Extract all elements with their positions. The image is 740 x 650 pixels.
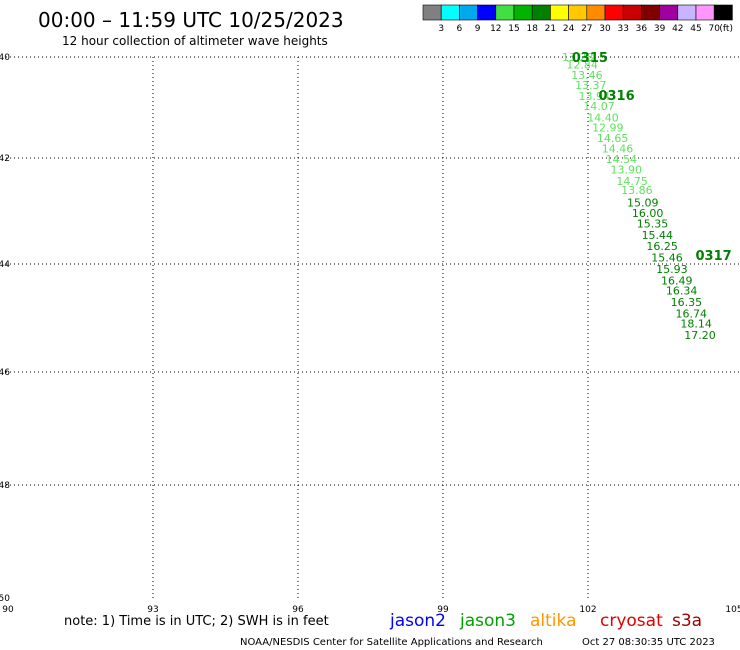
y-tick-label: -44 <box>0 260 10 270</box>
colorbar-label: 9 <box>475 24 481 34</box>
colorbar-swatch <box>695 4 715 21</box>
colorbar-label: 27 <box>581 24 592 34</box>
colorbar-swatch <box>677 4 697 21</box>
wave-height-label: 16.00 <box>632 207 664 220</box>
colorbar-label: 12 <box>490 24 501 34</box>
legend-cryosat: cryosat <box>600 611 663 631</box>
colorbar-swatch <box>422 4 442 21</box>
y-tick-label: -46 <box>0 368 10 378</box>
wave-height-label: 14.40 <box>587 112 619 125</box>
wave-height-label: 13.90 <box>611 164 643 177</box>
wave-height-label: 15.93 <box>656 263 688 276</box>
wave-height-label: 13.86 <box>621 184 653 197</box>
colorbar-label: 36 <box>636 24 648 34</box>
colorbar-swatch <box>495 4 515 21</box>
y-tick-label: -42 <box>0 154 10 164</box>
colorbar-swatch <box>550 4 569 21</box>
wave-height-label: 16.34 <box>666 285 698 298</box>
wave-height-label: 13.37 <box>575 79 607 92</box>
colorbar-swatch <box>641 4 660 21</box>
colorbar-label: 6 <box>457 24 463 34</box>
wave-height-label: 14.46 <box>602 142 634 155</box>
legend-altika: altika <box>530 611 577 631</box>
x-tick-label: 99 <box>437 605 449 615</box>
colorbar-swatch <box>459 4 478 21</box>
wave-height-label: 12.84 <box>566 59 598 72</box>
wave-height-label: 16.25 <box>646 240 678 253</box>
wave-height-label: 14.54 <box>606 153 638 166</box>
time-label: 0316 <box>598 89 634 104</box>
colorbar-unit: (ft) <box>719 24 733 34</box>
colorbar-swatch <box>440 4 460 21</box>
x-tick-label: 90 <box>2 605 14 615</box>
colorbar-swatch <box>622 4 642 21</box>
wave-height-label: 15.35 <box>637 218 669 231</box>
colorbar-swatch <box>477 4 497 21</box>
wave-height-label: 13.94 <box>578 90 610 103</box>
colorbar-label: 24 <box>563 24 575 34</box>
wave-height-label: 14.65 <box>597 132 629 145</box>
wave-height-label: 12.99 <box>592 121 624 134</box>
colorbar-label: 30 <box>599 24 611 34</box>
wave-height-label: 15.44 <box>642 229 674 242</box>
colorbar-swatch <box>531 4 551 21</box>
grid-lines <box>6 56 740 598</box>
colorbar-label: 39 <box>654 24 666 34</box>
colorbar: 3 6 9 12 15 18 21 24 27 30 33 36 39 42 45 70 (ft) <box>422 4 733 34</box>
wave-height-label: 14.75 <box>616 175 648 188</box>
legend-jason2: jason2 <box>389 611 446 631</box>
wave-height-label: 14.07 <box>583 100 615 113</box>
wave-height-label: 15.09 <box>627 197 659 210</box>
x-axis-ticks: 90 93 96 99 102 105 <box>2 605 740 615</box>
colorbar-swatch <box>568 4 588 21</box>
colorbar-swatch <box>513 4 533 21</box>
wave-height-label: 16.49 <box>661 274 693 287</box>
legend-jason3: jason3 <box>459 611 516 631</box>
y-tick-label: -48 <box>0 481 10 491</box>
colorbar-label: 15 <box>508 24 519 34</box>
legend-s3a: s3a <box>672 611 702 631</box>
x-tick-label: 102 <box>579 605 596 615</box>
y-axis-ticks: -40 -42 -44 -46 -48 -50 <box>0 53 10 604</box>
x-tick-label: 93 <box>147 605 158 615</box>
timestamp-text: Oct 27 08:30:35 UTC 2023 <box>582 637 715 648</box>
colorbar-label: 42 <box>672 24 683 34</box>
x-tick-label: 105 <box>725 605 740 615</box>
y-tick-label: -50 <box>0 594 10 604</box>
wave-height-label: 18.14 <box>680 318 712 331</box>
time-label: 0315 <box>572 51 608 66</box>
y-tick-label: -40 <box>0 53 10 63</box>
credit-text: NOAA/NESDIS Center for Satellite Applica… <box>240 637 543 648</box>
colorbar-label: 70 <box>708 24 720 34</box>
colorbar-label: 45 <box>690 24 701 34</box>
wave-height-label: 13.28 <box>562 51 594 64</box>
chart-subtitle: 12 hour collection of altimeter wave hei… <box>62 34 328 48</box>
colorbar-label: 18 <box>526 24 538 34</box>
time-label: 0317 <box>696 249 732 264</box>
satellite-legend: jason2 jason3 altika cryosat s3a <box>389 611 702 631</box>
wave-height-label: 16.35 <box>671 296 703 309</box>
colorbar-label: 21 <box>545 24 556 34</box>
colorbar-swatch <box>659 4 679 21</box>
data-points: 13.2812.8413.4613.3713.9414.0714.4012.99… <box>562 51 732 342</box>
wave-height-label: 16.74 <box>676 307 708 320</box>
wave-height-label: 15.46 <box>651 252 683 265</box>
footer-note: note: 1) Time is in UTC; 2) SWH is in fe… <box>64 614 329 629</box>
chart-title: 00:00 – 11:59 UTC 10/25/2023 <box>38 8 344 32</box>
colorbar-swatch <box>713 4 733 21</box>
wave-height-label: 17.20 <box>684 329 716 342</box>
colorbar-label: 33 <box>617 24 628 34</box>
colorbar-swatch <box>604 4 624 21</box>
colorbar-swatch <box>586 4 606 21</box>
colorbar-label: 3 <box>438 24 444 34</box>
x-tick-label: 96 <box>292 605 304 615</box>
wave-height-label: 13.46 <box>571 69 603 82</box>
